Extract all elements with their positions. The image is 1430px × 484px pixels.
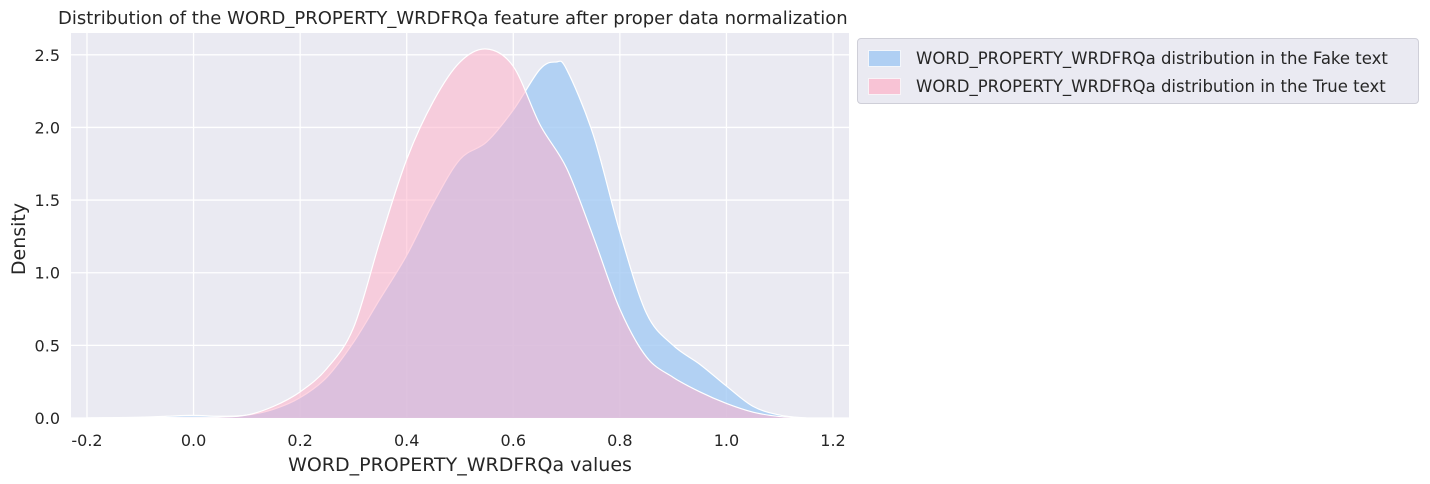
x-tick-label: -0.2 bbox=[71, 431, 102, 450]
x-tick-label: 1.2 bbox=[820, 431, 845, 450]
x-tick-label: 0.4 bbox=[394, 431, 419, 450]
legend-label-fake: WORD_PROPERTY_WRDFRQa distribution in th… bbox=[916, 48, 1388, 68]
y-tick-label: 2.5 bbox=[35, 46, 60, 65]
x-tick-label: 0.2 bbox=[287, 431, 312, 450]
y-tick-label: 1.5 bbox=[35, 191, 60, 210]
x-axis-label: WORD_PROPERTY_WRDFRQa values bbox=[288, 454, 632, 476]
legend-item-fake: WORD_PROPERTY_WRDFRQa distribution in th… bbox=[868, 46, 1388, 70]
legend-swatch-true bbox=[868, 77, 901, 95]
y-tick-label: 1.0 bbox=[35, 264, 60, 283]
legend-label-true: WORD_PROPERTY_WRDFRQa distribution in th… bbox=[916, 76, 1386, 96]
legend-item-true: WORD_PROPERTY_WRDFRQa distribution in th… bbox=[868, 74, 1386, 98]
chart-title: Distribution of the WORD_PROPERTY_WRDFRQ… bbox=[58, 8, 848, 29]
tick-labels: -0.2 0.0 0.2 0.4 0.6 0.8 1.0 1.2 0.0 0.5 1.0 1.5 2.0… bbox=[35, 46, 846, 450]
y-tick-label: 0.0 bbox=[35, 409, 60, 428]
y-tick-label: 2.0 bbox=[35, 118, 60, 137]
y-tick-label: 0.5 bbox=[35, 336, 60, 355]
y-axis-label: Density bbox=[8, 203, 30, 275]
density-outline-series-1 bbox=[86, 48, 807, 419]
x-tick-label: 0.8 bbox=[607, 431, 632, 450]
x-tick-label: 0.0 bbox=[181, 431, 206, 450]
legend: WORD_PROPERTY_WRDFRQa distribution in th… bbox=[857, 38, 1419, 104]
x-tick-label: 1.0 bbox=[714, 431, 739, 450]
density-areas bbox=[86, 48, 807, 419]
x-tick-label: 0.6 bbox=[501, 431, 526, 450]
density-area-series-1 bbox=[86, 48, 807, 419]
legend-swatch-fake bbox=[868, 49, 901, 67]
